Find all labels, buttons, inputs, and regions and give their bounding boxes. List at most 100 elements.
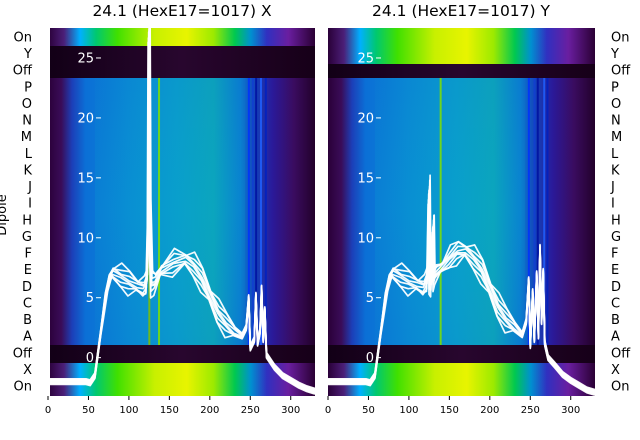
overlay-y-tick-label: 0 (86, 351, 94, 366)
x-tick-label: 150 (160, 405, 179, 416)
row-label-right: G (611, 230, 621, 245)
x-ticks-left: 0 50 100 150 200 250 300 (45, 396, 300, 416)
panel-right: 24.1 (HexE17=1017) Y 0 5 10 15 20 25 0 50 100 15… (325, 2, 596, 416)
row-label-left: A (23, 330, 32, 345)
row-label-right: D (611, 280, 621, 295)
heatmap-streak (533, 78, 536, 345)
row-label-left: On (14, 380, 32, 395)
row-label-left: C (23, 296, 32, 311)
x-tick-label: 50 (362, 405, 375, 416)
heatmap-right (328, 28, 595, 396)
x-tick-label: 50 (82, 405, 95, 416)
x-ticks-right: 0 50 100 150 200 250 300 (325, 396, 580, 416)
row-label-right: Y (610, 47, 619, 62)
row-label-left: P (24, 80, 32, 95)
row-label-left: X (23, 363, 32, 378)
row-label-left: L (25, 147, 33, 162)
overlay-y-tick-label: 20 (357, 111, 374, 126)
heatmap-left (48, 28, 315, 396)
panel-left: 24.1 (HexE17=1017) X 0 5 10 15 20 25 0 50 100 15… (45, 2, 316, 416)
heatmap-streak (264, 78, 267, 345)
heatmap-on-band-top-left (48, 28, 315, 46)
overlay-y-tick-label: 25 (77, 51, 94, 66)
heatmap-on-band-top-right (328, 28, 595, 64)
heatmap-streak (527, 78, 530, 345)
row-label-right: K (611, 163, 620, 178)
overlay-axis-right: 0 5 10 15 20 25 (357, 51, 381, 366)
panel-title-left: 24.1 (HexE17=1017) X (92, 2, 272, 20)
x-tick-label: 0 (45, 405, 51, 416)
row-label-right: A (611, 330, 620, 345)
row-label-right: B (611, 313, 620, 328)
panel-title-right: 24.1 (HexE17=1017) Y (372, 2, 551, 20)
row-label-left: J (27, 180, 32, 195)
overlay-y-tick-label: 15 (77, 171, 94, 186)
row-label-right: F (611, 247, 618, 262)
row-label-left: E (24, 263, 32, 278)
heatmap-tint-left (95, 60, 245, 360)
row-label-left: F (25, 247, 32, 262)
y-axis-label: Dipole (0, 194, 10, 235)
overlay-y-tick-label: 5 (366, 291, 374, 306)
x-tick-label: 0 (325, 405, 331, 416)
overlay-y-tick-label: 10 (357, 231, 374, 246)
row-label-right: L (611, 147, 619, 162)
heatmap-dark-band-bottom-right (328, 345, 595, 363)
row-label-right: X (611, 363, 620, 378)
row-label-left: D (22, 280, 32, 295)
heatmap-streak (247, 78, 250, 345)
overlay-y-tick-label: 15 (357, 171, 374, 186)
heatmap-dark-band-top-right (328, 64, 595, 78)
overlay-y-tick-label: 25 (357, 51, 374, 66)
row-label-right: Off (611, 64, 631, 79)
x-tick-label: 100 (119, 405, 138, 416)
overlay-y-tick-label: 20 (77, 111, 94, 126)
row-label-left: Y (23, 47, 32, 62)
heatmap-dark-band-bottom-left (48, 345, 315, 363)
overlay-axis-left: 0 5 10 15 20 25 (77, 51, 101, 366)
x-tick-label: 100 (399, 405, 418, 416)
row-label-right: On (611, 31, 629, 46)
heatmap-left-edge-left (48, 28, 50, 396)
overlay-trace-left-8 (48, 12, 316, 390)
row-label-right: C (611, 296, 620, 311)
overlay-y-tick-label: 0 (366, 351, 374, 366)
x-tick-label: 200 (200, 405, 219, 416)
x-tick-label: 300 (281, 405, 300, 416)
row-label-left: H (22, 213, 32, 228)
row-label-right: P (611, 80, 619, 95)
heatmap-streak (536, 78, 539, 345)
heatmap-streak (251, 78, 254, 345)
overlay-lines-left (48, 12, 316, 395)
row-label-left: I (28, 197, 32, 212)
x-tick-label: 250 (241, 405, 260, 416)
row-label-left: On (14, 31, 32, 46)
heatmap-streak (546, 78, 549, 345)
row-label-left: B (23, 313, 32, 328)
x-tick-label: 250 (521, 405, 540, 416)
heatmap-streak (439, 78, 442, 345)
overlay-y-tick-label: 10 (77, 231, 94, 246)
x-tick-label: 200 (480, 405, 499, 416)
heatmap-streak (259, 78, 262, 345)
row-label-right: N (611, 114, 621, 129)
row-label-left: G (22, 230, 32, 245)
row-label-right: I (611, 197, 615, 212)
row-label-left: O (22, 97, 32, 112)
row-label-right: On (611, 380, 629, 395)
overlay-y-tick-label: 5 (86, 291, 94, 306)
row-label-left: M (21, 130, 32, 145)
row-label-right: Off (611, 346, 631, 361)
row-label-right: J (610, 180, 615, 195)
heatmap-streak (158, 78, 161, 345)
row-label-left: Off (13, 346, 33, 361)
row-label-left: Off (13, 64, 33, 79)
x-tick-label: 300 (561, 405, 580, 416)
heatmap-dark-band-top-left (48, 46, 315, 78)
overlay-lines-right (328, 174, 596, 397)
x-tick-label: 150 (440, 405, 459, 416)
row-label-right: H (611, 213, 621, 228)
row-label-right: E (611, 263, 619, 278)
